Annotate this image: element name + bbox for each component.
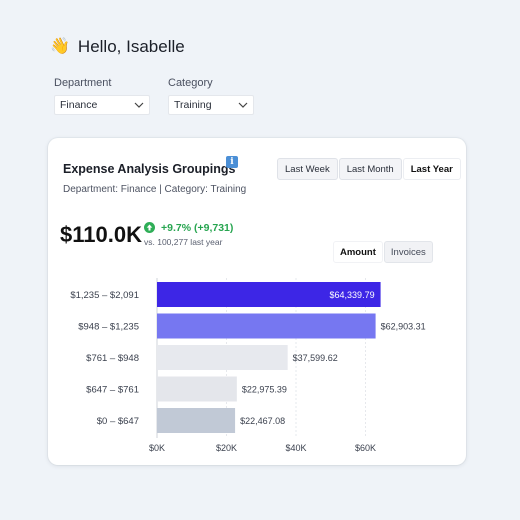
category-value: Training [174, 99, 212, 111]
expense-bar-chart: $1,235 – $2,091 $64,339.79 $948 – $1,235 $6… [70, 278, 426, 453]
chevron-down-icon [134, 102, 144, 108]
value-label: $22,975.39 [242, 385, 287, 395]
category-label: $1,235 – $2,091 [70, 290, 139, 301]
total-amount: $110.0K [60, 222, 142, 247]
x-tick-label: $20K [216, 443, 237, 453]
category-label: Category [168, 77, 213, 89]
arrow-up-circle-icon [144, 222, 155, 233]
card-title: Expense Analysis Groupings [63, 162, 236, 176]
last-month-button[interactable]: Last Month [338, 158, 402, 180]
greeting-text: Hello, Isabelle [77, 37, 185, 56]
bar [157, 376, 237, 402]
department-filter: Department Finance [54, 77, 150, 115]
category-label: $761 – $948 [86, 353, 139, 364]
metric-toggle: Amount Invoices [333, 241, 433, 263]
compare-text: vs. 100,277 last year [144, 237, 223, 247]
last-year-button[interactable]: Last Year [402, 158, 461, 180]
bar [157, 408, 236, 433]
x-tick-label: $0K [149, 443, 165, 453]
value-label: $37,599.62 [293, 353, 338, 363]
waving-hand-icon: 👋 [50, 38, 70, 55]
x-tick-label: $40K [285, 443, 306, 453]
amount-toggle[interactable]: Amount [333, 241, 383, 263]
category-filter: Category Training [168, 77, 254, 115]
card-subtitle: Department: Finance | Category: Training [63, 184, 247, 195]
value-label: $62,903.31 [381, 322, 426, 332]
department-label: Department [54, 77, 112, 89]
category-label: $948 – $1,235 [78, 322, 139, 333]
department-select[interactable]: Finance [54, 95, 150, 115]
bar [157, 282, 381, 307]
department-value: Finance [60, 99, 98, 111]
value-label: $22,467.08 [240, 416, 285, 426]
bar [157, 313, 376, 339]
invoices-toggle[interactable]: Invoices [383, 241, 433, 263]
category-select[interactable]: Training [168, 95, 254, 115]
category-label: $0 – $647 [97, 416, 139, 427]
bar [157, 345, 288, 370]
delta-value: +9.7% (+9,731) [161, 222, 234, 234]
info-icon[interactable]: i [226, 156, 238, 168]
greeting: 👋 Hello, Isabelle [50, 37, 185, 57]
last-week-button[interactable]: Last Week [277, 158, 338, 180]
expense-card: Expense Analysis Groupings i Department:… [48, 138, 466, 465]
category-label: $647 – $761 [86, 385, 139, 396]
chevron-down-icon [238, 102, 248, 108]
x-tick-label: $60K [355, 443, 376, 453]
value-label: $64,339.79 [330, 290, 375, 300]
time-range-group: Last Week Last Month Last Year [277, 158, 461, 180]
